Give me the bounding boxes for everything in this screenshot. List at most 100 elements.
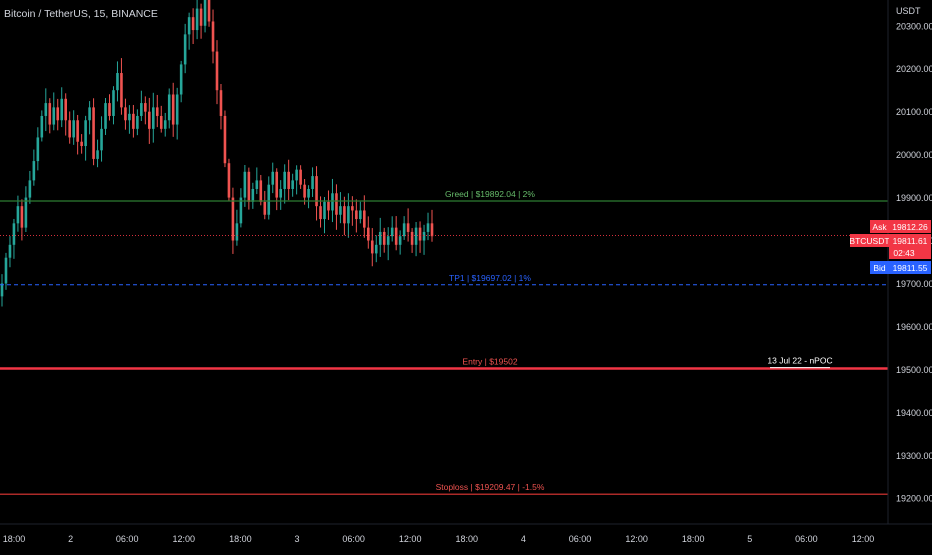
time-tick-label: 12:00 (399, 534, 422, 544)
candle-body (363, 210, 366, 228)
candle-body (390, 227, 394, 237)
candle-body (331, 193, 334, 211)
price-tick-label: 19300.00 (896, 451, 932, 461)
level-label: Entry | $19502 (462, 357, 517, 367)
candle-body (267, 184, 271, 215)
candle-body (128, 113, 131, 121)
time-tick-label: 12:00 (852, 534, 875, 544)
candle-body (84, 120, 87, 147)
level-label: Greed | $19892.04 | 2% (445, 189, 535, 199)
candle-body (175, 94, 179, 125)
candle-body (136, 115, 139, 129)
candle-body (167, 94, 171, 121)
time-tick-label: 2 (68, 534, 73, 544)
candle-body (219, 90, 223, 116)
candle-body (12, 223, 16, 245)
level-label: Stoploss | $19209.47 | -1.5% (436, 482, 545, 492)
candle-body (148, 111, 151, 129)
candle-body (163, 120, 167, 129)
candle-body (339, 206, 342, 215)
candle-body (72, 120, 75, 138)
candle-body (386, 236, 390, 245)
candle-body (426, 223, 430, 232)
candle-body (24, 197, 28, 228)
candle-body (347, 206, 350, 224)
price-tick-label: 19200.00 (896, 494, 932, 504)
candle-body (315, 176, 318, 207)
candle-body (235, 223, 239, 241)
candle-body (20, 206, 24, 228)
candle-body (418, 227, 422, 241)
candle-body (187, 17, 191, 35)
countdown: 02:43 (893, 248, 915, 258)
time-tick-label: 06:00 (116, 534, 139, 544)
candle-body (96, 150, 99, 159)
candle-body (263, 201, 267, 215)
candle-body (64, 98, 68, 121)
candle-body (255, 180, 259, 189)
candle-body (207, 0, 211, 22)
candle-body (183, 34, 187, 65)
price-tick-label: 19700.00 (896, 279, 932, 289)
price-tick-label: 20000.00 (896, 150, 932, 160)
candle-body (120, 73, 123, 108)
candle-body (155, 107, 159, 116)
candle-body (191, 17, 195, 31)
candle-body (80, 141, 83, 147)
candle-body (259, 180, 263, 202)
candle-body (231, 197, 235, 241)
time-tick-label: 18:00 (3, 534, 26, 544)
candle-body (112, 90, 115, 116)
candle-body (343, 206, 346, 224)
candle-body (140, 103, 143, 116)
candle-body (295, 169, 298, 181)
candle-body (195, 8, 199, 31)
time-tick-label: 5 (747, 534, 752, 544)
bid-price-badge (889, 261, 931, 274)
ask-price: 19812.26 (892, 222, 928, 232)
candle-body (303, 184, 306, 198)
candle-body (406, 223, 410, 232)
candle-body (116, 73, 119, 91)
candle-body (28, 180, 32, 198)
candle-body (311, 176, 314, 189)
candle-body (370, 240, 374, 254)
candle-body (239, 197, 243, 224)
candle-body (414, 227, 418, 245)
symbol-title[interactable]: Bitcoin / TetherUS, 15, BINANCE (4, 8, 158, 20)
candle-body (319, 206, 322, 220)
candle-body (16, 206, 20, 224)
candle-body (283, 171, 286, 189)
candle-body (88, 107, 91, 121)
ask-label: Ask (872, 222, 887, 232)
candle-body (402, 223, 406, 237)
price-axis-unit[interactable]: USDT (896, 6, 921, 16)
price-tick-label: 19500.00 (896, 365, 932, 375)
candle-body (422, 231, 426, 241)
candle-body (366, 227, 370, 241)
price-tick-label: 20200.00 (896, 64, 932, 74)
candle-body (124, 107, 127, 121)
time-tick-label: 18:00 (456, 534, 479, 544)
candle-body (44, 103, 48, 116)
candles (0, 0, 434, 307)
candle-body (243, 171, 247, 198)
candle-body (171, 94, 175, 125)
time-tick-label: 3 (294, 534, 299, 544)
level-label: 13 Jul 22 - nPOC (767, 356, 832, 366)
time-tick-label: 06:00 (342, 534, 365, 544)
ask-price-badge (889, 220, 931, 233)
time-tick-label: 12:00 (173, 534, 196, 544)
candle-body (159, 115, 163, 129)
price-tick-label: 20100.00 (896, 107, 932, 117)
candle-body (56, 107, 60, 121)
symbol-badge (850, 234, 889, 247)
candle-body (76, 120, 79, 142)
time-tick-label: 06:00 (569, 534, 592, 544)
candle-body (132, 113, 135, 129)
candle-body (151, 107, 155, 129)
time-axis[interactable]: 18:00 2 06:00 12:00 18:00 3 06:00 12:00 18:00 4 06… (0, 523, 932, 544)
candle-body (60, 98, 64, 121)
candle-body (247, 171, 251, 202)
